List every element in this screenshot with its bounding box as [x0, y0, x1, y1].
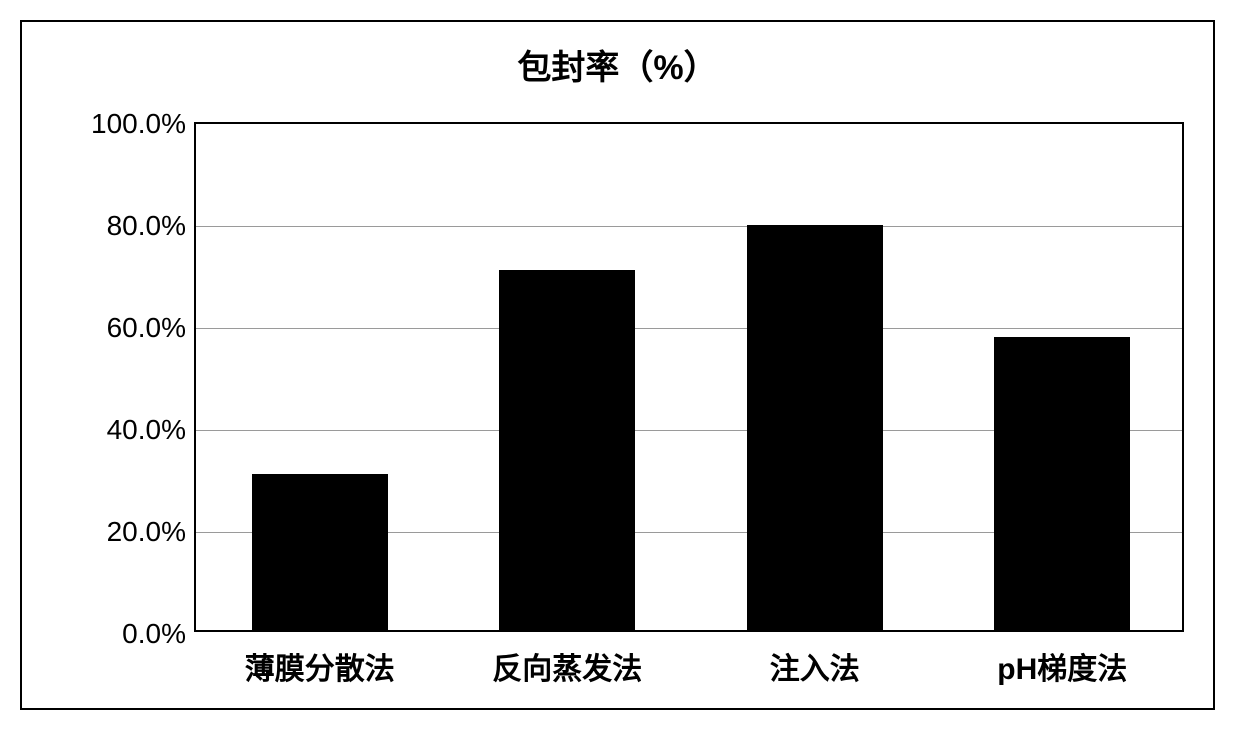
chart-title: 包封率（%）: [22, 40, 1213, 89]
plot-inner: 0.0%20.0%40.0%60.0%80.0%100.0%薄膜分散法反向蒸发法…: [196, 124, 1182, 630]
x-axis-tick-label: 薄膜分散法: [245, 644, 395, 688]
bar: [252, 474, 388, 630]
bar: [747, 225, 883, 630]
bar: [499, 270, 635, 630]
plot-area: 0.0%20.0%40.0%60.0%80.0%100.0%薄膜分散法反向蒸发法…: [194, 122, 1184, 632]
x-axis-tick-label: 反向蒸发法: [492, 644, 642, 688]
y-axis-tick-label: 20.0%: [107, 516, 186, 548]
x-axis-tick-label: pH梯度法: [997, 644, 1127, 688]
y-axis-tick-label: 80.0%: [107, 210, 186, 242]
y-axis-tick-label: 60.0%: [107, 312, 186, 344]
gridline: [196, 328, 1182, 329]
y-axis-tick-label: 100.0%: [91, 108, 186, 140]
y-axis-tick-label: 40.0%: [107, 414, 186, 446]
gridline: [196, 226, 1182, 227]
y-axis-tick-label: 0.0%: [122, 618, 186, 650]
x-axis-tick-label: 注入法: [770, 644, 860, 688]
chart-container: 包封率（%） 0.0%20.0%40.0%60.0%80.0%100.0%薄膜分…: [20, 20, 1215, 710]
bar: [994, 337, 1130, 630]
